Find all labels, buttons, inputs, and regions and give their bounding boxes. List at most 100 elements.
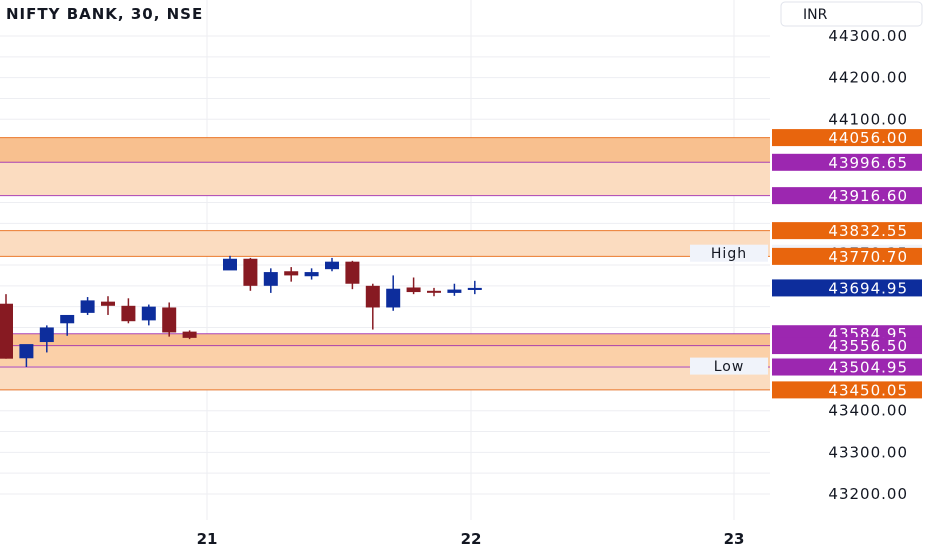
candle-body bbox=[304, 272, 319, 277]
price-tag-background bbox=[772, 187, 922, 205]
candle bbox=[162, 302, 177, 337]
candle-body bbox=[467, 287, 482, 290]
extreme-label: High bbox=[711, 246, 747, 262]
price-tag-label: 43916.60 bbox=[828, 187, 908, 205]
price-zone bbox=[0, 137, 770, 163]
candle bbox=[141, 304, 156, 326]
candle-body bbox=[243, 258, 258, 286]
price-tag-background bbox=[772, 381, 922, 399]
price-tag-background bbox=[772, 358, 922, 376]
price-zone bbox=[0, 162, 770, 196]
price-tag: 44056.00 bbox=[772, 129, 922, 147]
grid bbox=[0, 0, 770, 520]
candle-body bbox=[162, 307, 177, 333]
price-tag-background bbox=[772, 153, 922, 171]
candle bbox=[223, 255, 237, 271]
candle-body bbox=[284, 271, 299, 276]
candle bbox=[345, 260, 360, 290]
candle-body bbox=[223, 258, 237, 271]
price-zone bbox=[0, 345, 770, 367]
candle bbox=[365, 283, 380, 330]
price-tag-label: 43832.55 bbox=[828, 222, 908, 240]
candle-body bbox=[141, 306, 156, 321]
candle bbox=[19, 344, 34, 368]
candle bbox=[467, 280, 482, 295]
candle-body bbox=[386, 288, 401, 308]
x-tick-label: 22 bbox=[461, 530, 482, 548]
candle-body bbox=[101, 301, 115, 306]
candle-body bbox=[19, 344, 34, 359]
price-tag-label: 43450.05 bbox=[828, 381, 908, 399]
extreme-label-background bbox=[690, 244, 768, 262]
y-tick-label: 44200.00 bbox=[828, 69, 908, 87]
candles bbox=[0, 255, 482, 368]
extreme-label: Low bbox=[714, 359, 745, 375]
candle bbox=[427, 287, 441, 297]
currency-label: INR bbox=[803, 7, 828, 23]
time-axis[interactable]: 21 22 23 bbox=[197, 530, 745, 548]
price-tag-background bbox=[772, 337, 922, 355]
currency-selector[interactable]: INR bbox=[780, 1, 923, 27]
price-tag-background bbox=[772, 279, 922, 297]
price-tag-background bbox=[772, 247, 922, 265]
candle bbox=[39, 325, 54, 353]
candle bbox=[80, 297, 95, 315]
candle bbox=[304, 268, 319, 280]
candle-body bbox=[406, 287, 421, 293]
candle bbox=[182, 330, 197, 340]
candle-body bbox=[80, 300, 95, 313]
price-zone bbox=[0, 230, 770, 257]
candle bbox=[101, 296, 115, 315]
candle bbox=[325, 257, 339, 272]
candle-body bbox=[325, 261, 339, 270]
candle-body bbox=[345, 261, 360, 284]
y-tick-label: 43400.00 bbox=[828, 402, 908, 420]
candle-body bbox=[60, 314, 75, 324]
y-tick-label: 43300.00 bbox=[828, 443, 908, 461]
y-tick-label: 43200.00 bbox=[828, 485, 908, 503]
price-tag-label: 44056.00 bbox=[828, 129, 908, 147]
chart-title: NIFTY BANK, 30, NSE bbox=[6, 5, 203, 23]
candle bbox=[406, 277, 421, 295]
candle bbox=[0, 294, 13, 359]
price-axis[interactable]: 44300.00 44200.00 44100.00 43400.00 43300.00… bbox=[828, 27, 908, 503]
price-tag-label: 43504.95 bbox=[828, 359, 908, 377]
price-tag-label: 43996.65 bbox=[828, 154, 908, 172]
candle bbox=[386, 275, 401, 311]
price-tag: 43556.50 bbox=[772, 337, 922, 355]
price-tag-background bbox=[772, 129, 922, 147]
y-tick-label: 44100.00 bbox=[828, 110, 908, 128]
price-tag: 43916.60 bbox=[772, 187, 922, 205]
candle-body bbox=[365, 285, 380, 308]
candle-body bbox=[263, 272, 278, 286]
price-tag: 43996.65 bbox=[772, 153, 922, 172]
price-tag: 43504.95 bbox=[772, 358, 922, 377]
candle bbox=[60, 314, 75, 336]
price-tag: 43450.05 bbox=[772, 381, 922, 399]
candle bbox=[447, 283, 462, 296]
candle-body bbox=[447, 289, 462, 293]
price-zone bbox=[0, 333, 770, 346]
price-tag-label: 43556.50 bbox=[828, 337, 908, 355]
x-tick-label: 21 bbox=[197, 530, 218, 548]
candle-body bbox=[182, 331, 197, 338]
price-tag: 43694.95 bbox=[772, 279, 922, 297]
candle bbox=[284, 267, 299, 282]
candle bbox=[263, 268, 278, 293]
price-tag: 43770.70 bbox=[772, 247, 922, 266]
price-tag-background bbox=[772, 222, 922, 240]
price-tag: 43832.55 bbox=[772, 222, 922, 240]
candle-body bbox=[121, 305, 136, 322]
candle-body bbox=[427, 290, 441, 293]
candle-body bbox=[0, 303, 13, 359]
price-level-tags: 44056.0043996.6543916.6043832.5543778.35… bbox=[690, 129, 922, 399]
price-zones bbox=[0, 137, 770, 391]
x-tick-label: 23 bbox=[724, 530, 745, 548]
y-tick-label: 44300.00 bbox=[828, 27, 908, 45]
candle bbox=[243, 257, 258, 291]
candle-body bbox=[39, 327, 54, 343]
extreme-label-background bbox=[690, 357, 768, 375]
price-tag-label: 43770.70 bbox=[828, 248, 908, 266]
price-tag-label: 43694.95 bbox=[828, 279, 908, 297]
